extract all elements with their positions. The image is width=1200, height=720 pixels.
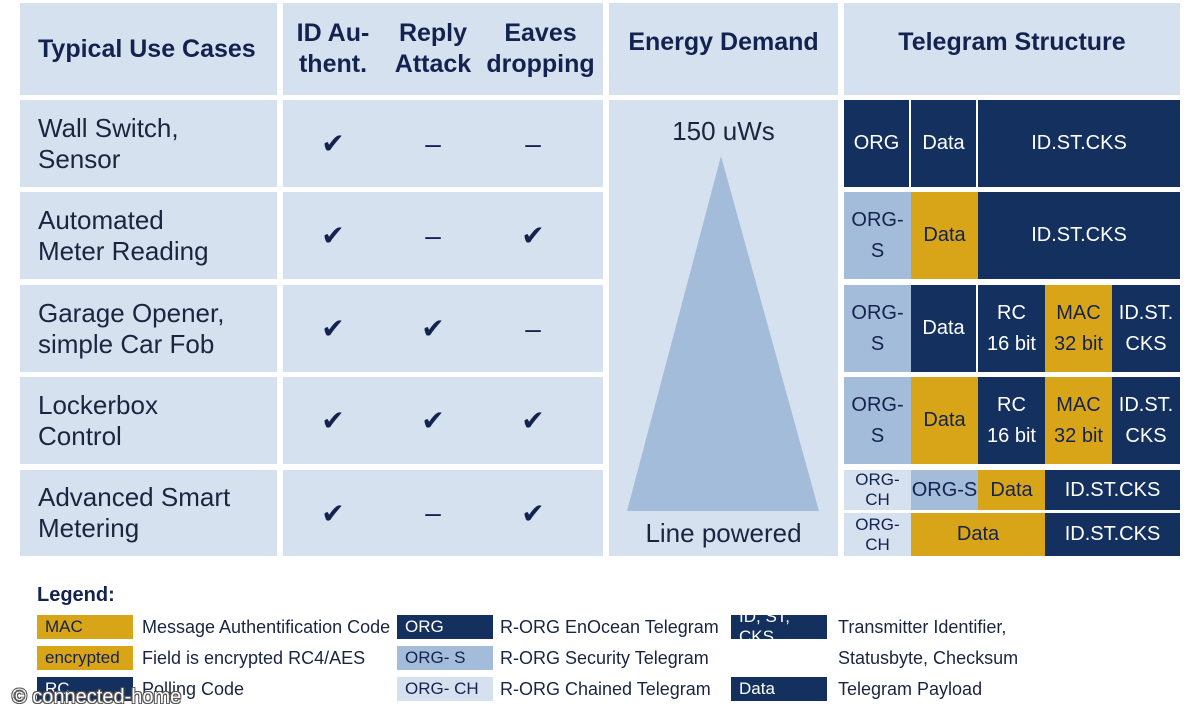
tg-row1-org: ORG	[844, 100, 911, 187]
reply-mark: –	[425, 219, 441, 251]
tg-row5b-id: ID.ST.CKS	[1045, 513, 1180, 556]
legend-org-swatch: ORG	[397, 615, 493, 639]
security-row-4: ✔ ✔ ✔	[283, 377, 603, 464]
eaves-mark: –	[525, 127, 541, 159]
legend-data-swatch: Data	[731, 677, 827, 701]
header-reply-attack: Reply Attack	[394, 19, 472, 78]
use-case-row-3: Garage Opener, simple Car Fob	[20, 285, 277, 372]
tg-row5a-id: ID.ST.CKS	[1045, 470, 1180, 510]
use-case-row-4: Lockerbox Control	[20, 377, 277, 464]
legend-id-desc-2: Statusbyte, Checksum	[838, 648, 1019, 668]
legend-orgs-desc: R-ORG Security Telegram	[500, 648, 709, 668]
tg-row5b-data: Data	[911, 513, 1045, 556]
tg-row4-org: ORG- S	[844, 377, 911, 464]
legend-title: Legend:	[37, 584, 115, 606]
tg-row5a-org: ORG- CH	[844, 470, 911, 510]
eaves-mark: ✔	[521, 497, 545, 529]
header-energy-demand: Energy Demand	[609, 3, 838, 95]
tg-row3-rc: RC 16 bit	[978, 285, 1045, 372]
id-auth-mark: ✔	[321, 313, 345, 344]
energy-panel: 150 uWs Line powered	[609, 100, 838, 556]
legend-orgs-swatch: ORG- S	[397, 646, 493, 670]
reply-mark: ✔	[421, 405, 445, 436]
eaves-mark: ✔	[521, 220, 545, 251]
tg-row3-mac: MAC 32 bit	[1045, 285, 1112, 372]
security-row-3: ✔ ✔ –	[283, 285, 603, 372]
tg-row2-id: ID.ST.CKS	[978, 192, 1180, 279]
tg-row5a-data: Data	[978, 470, 1045, 510]
use-case-row-2: Automated Meter Reading	[20, 192, 277, 279]
id-auth-mark: ✔	[321, 405, 345, 436]
id-auth-mark: ✔	[321, 128, 345, 159]
legend-mac-desc: Message Authentification Code	[142, 617, 391, 637]
legend-orgch-desc: R-ORG Chained Telegram	[500, 679, 711, 699]
watermark: © connected-home	[12, 686, 182, 708]
tg-row3-data: Data	[911, 285, 978, 372]
use-case-row-5: Advanced Smart Metering	[20, 470, 277, 556]
tg-row4-data: Data	[911, 377, 978, 464]
tg-row1-data: Data	[911, 100, 978, 187]
legend-data-desc: Telegram Payload	[838, 679, 983, 699]
security-row-2: ✔ – ✔	[283, 192, 603, 279]
legend-mac-swatch: MAC	[37, 615, 133, 639]
legend-id-swatch: ID, ST, CKS	[731, 607, 827, 646]
legend-encrypted-desc: Field is encrypted RC4/AES	[142, 648, 366, 668]
header-eavesdropping: Eaves dropping	[486, 19, 595, 78]
legend-rc-swatch: RC	[37, 677, 133, 701]
eaves-mark: –	[525, 312, 541, 344]
id-auth-mark: ✔	[321, 220, 345, 251]
eaves-mark: ✔	[521, 405, 545, 436]
tg-row4-mac: MAC 32 bit	[1045, 377, 1112, 464]
header-telegram-structure: Telegram Structure	[844, 3, 1180, 95]
legend-orgch-swatch: ORG- CH	[397, 677, 493, 701]
reply-mark: –	[425, 127, 441, 159]
tg-row3-id: ID.ST. CKS	[1112, 285, 1180, 372]
header-use-cases: Typical Use Cases	[20, 3, 277, 95]
tg-row4-id: ID.ST. CKS	[1112, 377, 1180, 464]
energy-bottom-label: Line powered	[645, 517, 802, 548]
header-security-panel: ID Au- thent. Reply Attack Eaves droppin…	[283, 3, 603, 95]
use-case-row-1: Wall Switch, Sensor	[20, 100, 277, 187]
security-row-5: ✔ – ✔	[283, 470, 603, 556]
tg-row5b-org: ORG- CH	[844, 513, 911, 556]
legend-rc-desc: Polling Code	[142, 679, 245, 699]
reply-mark: –	[425, 497, 441, 528]
tg-row3-org: ORG- S	[844, 285, 911, 372]
header-id-auth: ID Au- thent.	[296, 19, 370, 78]
reply-mark: ✔	[421, 313, 445, 344]
tg-row4-rc: RC 16 bit	[978, 377, 1045, 464]
tg-row2-data: Data	[911, 192, 978, 279]
security-row-1: ✔ – –	[283, 100, 603, 187]
tg-row2-org: ORG- S	[844, 192, 911, 279]
id-auth-mark: ✔	[321, 497, 345, 529]
tg-row1-id: ID.ST.CKS	[978, 100, 1180, 187]
legend-encrypted-swatch: encrypted	[37, 646, 133, 670]
legend-org-desc: R-ORG EnOcean Telegram	[500, 617, 719, 637]
legend-id-desc-1: Transmitter Identifier,	[838, 617, 1007, 637]
tg-row5a-orgs: ORG-S	[911, 470, 978, 510]
energy-triangle	[627, 156, 819, 511]
energy-top-label: 150 uWs	[672, 115, 775, 146]
